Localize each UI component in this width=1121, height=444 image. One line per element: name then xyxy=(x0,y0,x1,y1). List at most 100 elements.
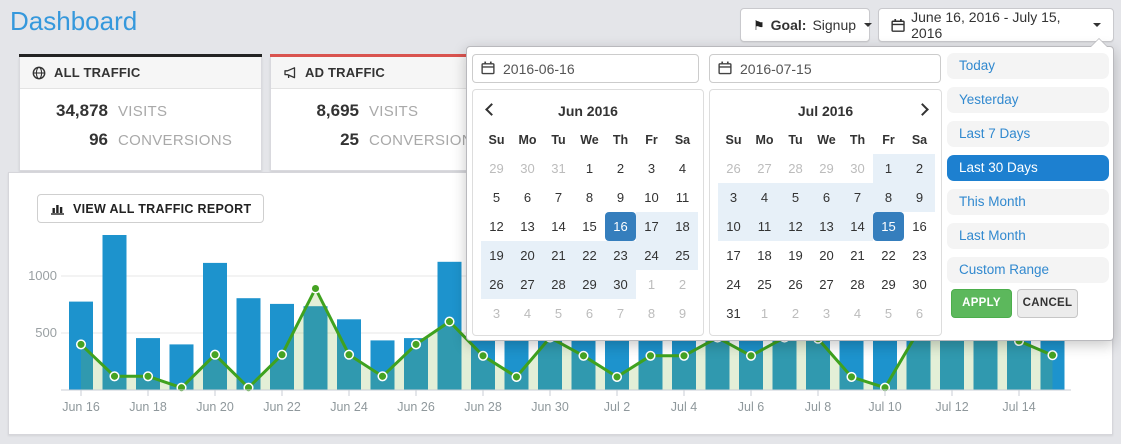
calendar-day[interactable]: 24 xyxy=(636,241,667,270)
apply-button[interactable]: APPLY xyxy=(951,289,1012,318)
calendar-day[interactable]: 5 xyxy=(884,306,893,321)
calendar-day[interactable]: 3 xyxy=(647,161,656,176)
calendar-day[interactable]: 9 xyxy=(616,190,625,205)
calendar-day[interactable]: 27 xyxy=(757,161,772,176)
calendar-day[interactable]: 26 xyxy=(726,161,741,176)
calendar-day[interactable]: 1 xyxy=(647,277,656,292)
calendar-day[interactable]: 27 xyxy=(512,270,543,299)
calendar-day[interactable]: 23 xyxy=(912,248,927,263)
calendar-day[interactable]: 18 xyxy=(757,248,772,263)
calendar-day[interactable]: 1 xyxy=(585,161,594,176)
calendar-day[interactable]: 6 xyxy=(585,306,594,321)
calendar-day[interactable]: 1 xyxy=(873,154,904,183)
calendar-day[interactable]: 28 xyxy=(788,161,803,176)
calendar-day[interactable]: 29 xyxy=(881,277,896,292)
goal-selector-button[interactable]: ⚑ Goal: Signup xyxy=(740,8,873,42)
calendar-day[interactable]: 12 xyxy=(780,212,811,241)
calendar-day[interactable]: 6 xyxy=(523,190,532,205)
calendar-day[interactable]: 3 xyxy=(718,183,749,212)
calendar-day[interactable]: 22 xyxy=(881,248,896,263)
calendar-day[interactable]: 10 xyxy=(718,212,749,241)
calendar-day[interactable]: 13 xyxy=(811,212,842,241)
calendar-day[interactable]: 6 xyxy=(915,306,924,321)
calendar-day[interactable]: 26 xyxy=(481,270,512,299)
calendar-day[interactable]: 5 xyxy=(492,190,501,205)
calendar-day[interactable]: 15 xyxy=(873,212,904,241)
calendar-day[interactable]: 9 xyxy=(678,306,687,321)
calendar-day[interactable]: 20 xyxy=(512,241,543,270)
calendar-day[interactable]: 15 xyxy=(582,219,597,234)
calendar-day[interactable]: 7 xyxy=(842,183,873,212)
range-option-today[interactable]: Today xyxy=(947,53,1109,79)
calendar-day[interactable]: 31 xyxy=(551,161,566,176)
calendar-day[interactable]: 3 xyxy=(492,306,501,321)
calendar-day[interactable]: 16 xyxy=(605,212,636,241)
view-all-traffic-report-button[interactable]: VIEW ALL TRAFFIC REPORT xyxy=(37,194,265,223)
prev-month-icon[interactable] xyxy=(485,103,498,116)
calendar-day[interactable]: 29 xyxy=(574,270,605,299)
calendar-day[interactable]: 25 xyxy=(667,241,698,270)
calendar-day[interactable]: 6 xyxy=(811,183,842,212)
range-option-last-30-days[interactable]: Last 30 Days xyxy=(947,155,1109,181)
calendar-day[interactable]: 29 xyxy=(819,161,834,176)
date-range-button[interactable]: June 16, 2016 - July 15, 2016 xyxy=(878,8,1114,42)
calendar-day[interactable]: 18 xyxy=(667,212,698,241)
calendar-day[interactable]: 13 xyxy=(520,219,535,234)
calendar-day[interactable]: 12 xyxy=(489,219,504,234)
calendar-day[interactable]: 30 xyxy=(605,270,636,299)
calendar-day[interactable]: 8 xyxy=(647,306,656,321)
calendar-day[interactable]: 4 xyxy=(678,161,687,176)
cancel-button[interactable]: CANCEL xyxy=(1017,289,1078,318)
calendar-day[interactable]: 3 xyxy=(822,306,831,321)
range-option-custom-range[interactable]: Custom Range xyxy=(947,257,1109,283)
calendar-day[interactable]: 30 xyxy=(520,161,535,176)
calendar-day[interactable]: 2 xyxy=(791,306,800,321)
range-option-last-7-days[interactable]: Last 7 Days xyxy=(947,121,1109,147)
calendar-day[interactable]: 11 xyxy=(749,212,780,241)
calendar-day[interactable]: 4 xyxy=(523,306,532,321)
next-month-icon[interactable] xyxy=(916,103,929,116)
calendar-day[interactable]: 17 xyxy=(726,248,741,263)
calendar-day[interactable]: 5 xyxy=(554,306,563,321)
calendar-day[interactable]: 2 xyxy=(678,277,687,292)
calendar-day[interactable]: 30 xyxy=(912,277,927,292)
calendar-day[interactable]: 22 xyxy=(574,241,605,270)
calendar-day[interactable]: 29 xyxy=(489,161,504,176)
calendar-day[interactable]: 16 xyxy=(912,219,927,234)
calendar-day[interactable]: 2 xyxy=(616,161,625,176)
calendar-day[interactable]: 28 xyxy=(850,277,865,292)
calendar-day[interactable]: 7 xyxy=(554,190,563,205)
calendar-day[interactable]: 8 xyxy=(585,190,594,205)
end-date-input[interactable] xyxy=(740,55,938,82)
calendar-day[interactable]: 26 xyxy=(788,277,803,292)
calendar-day[interactable]: 28 xyxy=(543,270,574,299)
calendar-day[interactable]: 21 xyxy=(850,248,865,263)
range-option-yesterday[interactable]: Yesterday xyxy=(947,87,1109,113)
calendar-day[interactable]: 30 xyxy=(850,161,865,176)
calendar-day[interactable]: 14 xyxy=(842,212,873,241)
calendar-day[interactable]: 27 xyxy=(819,277,834,292)
calendar-day[interactable]: 17 xyxy=(636,212,667,241)
calendar-day[interactable]: 8 xyxy=(873,183,904,212)
calendar-day[interactable]: 20 xyxy=(819,248,834,263)
calendar-day[interactable]: 10 xyxy=(644,190,659,205)
start-date-input[interactable] xyxy=(503,55,696,82)
calendar-day[interactable]: 5 xyxy=(780,183,811,212)
calendar-day[interactable]: 19 xyxy=(788,248,803,263)
calendar-day[interactable]: 7 xyxy=(616,306,625,321)
range-option-this-month[interactable]: This Month xyxy=(947,189,1109,215)
range-option-last-month[interactable]: Last Month xyxy=(947,223,1109,249)
calendar-day[interactable]: 24 xyxy=(726,277,741,292)
calendar-day[interactable]: 19 xyxy=(481,241,512,270)
calendar-day[interactable]: 4 xyxy=(853,306,862,321)
calendar-day[interactable]: 11 xyxy=(675,190,690,205)
calendar-day[interactable]: 9 xyxy=(904,183,935,212)
calendar-day[interactable]: 2 xyxy=(904,154,935,183)
calendar-day[interactable]: 31 xyxy=(726,306,741,321)
calendar-day[interactable]: 23 xyxy=(605,241,636,270)
calendar-day[interactable]: 1 xyxy=(760,306,769,321)
calendar-day[interactable]: 4 xyxy=(749,183,780,212)
calendar-day[interactable]: 14 xyxy=(551,219,566,234)
calendar-day[interactable]: 25 xyxy=(757,277,772,292)
calendar-day[interactable]: 21 xyxy=(543,241,574,270)
